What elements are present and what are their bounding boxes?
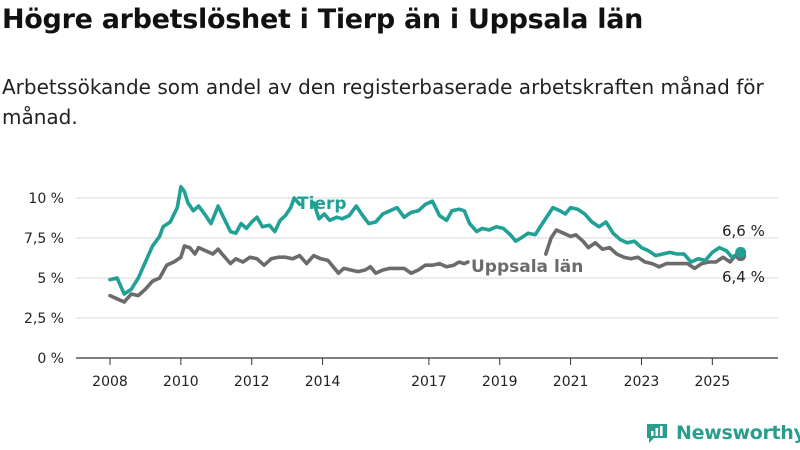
series-line-uppsala bbox=[108, 244, 470, 304]
brand-logo: Newsworthy bbox=[645, 420, 800, 446]
gridlines bbox=[76, 197, 778, 319]
end-value-uppsala: 6,4 % bbox=[722, 268, 765, 286]
chart-title: Högre arbetslöshet i Tierp än i Uppsala … bbox=[2, 4, 644, 35]
x-tick-label: 2025 bbox=[695, 374, 731, 390]
x-axis-tick-labels: 2008 2010 2012 2014 2017 2019 2021 2023 2025 bbox=[92, 374, 730, 390]
y-tick-label: 5 % bbox=[37, 271, 64, 287]
x-tick-label: 2014 bbox=[305, 374, 341, 390]
line-chart: 0 % 2,5 % 5 % 7,5 % 10 % 2008 2010 2012 2014 201… bbox=[24, 185, 778, 390]
y-tick-label: 2,5 % bbox=[24, 311, 64, 327]
y-tick-label: 0 % bbox=[37, 351, 64, 367]
series-line-uppsala bbox=[544, 228, 743, 271]
x-tick-label: 2017 bbox=[411, 374, 447, 390]
series-label-tierp: Tierp bbox=[297, 194, 347, 214]
x-tick-label: 2021 bbox=[553, 374, 589, 390]
end-point-tierp bbox=[735, 246, 747, 258]
series-line-tierp bbox=[311, 199, 743, 264]
y-tick-label: 7,5 % bbox=[24, 231, 64, 247]
x-tick-label: 2012 bbox=[234, 374, 270, 390]
brand-name: Newsworthy bbox=[676, 422, 800, 444]
x-tick-label: 2023 bbox=[624, 374, 660, 390]
x-tick-label: 2019 bbox=[482, 374, 518, 390]
series-labels: Tierp Uppsala län 6,6 % 6,4 % bbox=[297, 194, 765, 286]
end-value-tierp: 6,6 % bbox=[722, 222, 765, 240]
y-tick-label: 10 % bbox=[28, 191, 64, 207]
bar-chart-logo-icon bbox=[647, 424, 667, 443]
y-axis-tick-labels: 0 % 2,5 % 5 % 7,5 % 10 % bbox=[24, 191, 64, 367]
x-tick-label: 2008 bbox=[92, 374, 128, 390]
chart-subtitle: Arbetssökande som andel av den registerb… bbox=[2, 75, 764, 129]
series-lines bbox=[108, 185, 747, 304]
series-line-tierp bbox=[108, 185, 302, 296]
x-axis bbox=[76, 357, 778, 365]
series-label-uppsala: Uppsala län bbox=[471, 257, 583, 277]
x-tick-label: 2010 bbox=[163, 374, 199, 390]
